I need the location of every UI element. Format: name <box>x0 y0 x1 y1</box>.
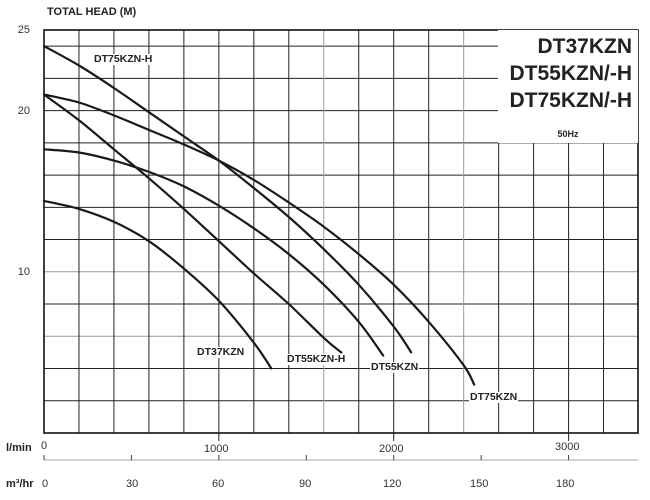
title-line-2: DT55KZN/-H <box>509 62 632 85</box>
curve-label-dt75kzn-h: DT75KZN-H <box>93 53 154 65</box>
curve-label-dt55kzn-h: DT55KZN-H <box>286 353 347 365</box>
y-tick-25: 25 <box>17 24 30 36</box>
y-tick-20: 20 <box>17 105 30 117</box>
title-line-3: DT75KZN/-H <box>509 89 632 112</box>
curve-label-dt55kzn: DT55KZN <box>370 361 420 373</box>
y-axis-title: TOTAL HEAD (M) <box>47 6 137 18</box>
frequency-label: 50Hz <box>557 129 579 139</box>
x2-tick-60: 60 <box>212 478 225 490</box>
x2-tick-90: 90 <box>299 478 312 490</box>
chart-title-box: DT37KZN DT55KZN/-H DT75KZN/-H 50Hz <box>498 30 638 143</box>
x2-tick-150: 150 <box>470 478 489 490</box>
curve-dt55kzn <box>42 148 385 357</box>
curve-dt55kzn-h <box>42 93 343 354</box>
x2-axis-unit-m3hr: m³/hr <box>6 478 34 490</box>
curve-label-dt75kzn: DT75KZN <box>469 391 519 403</box>
x-tick-1000: 1000 <box>204 443 229 455</box>
curve-dt75kzn-h <box>42 45 413 354</box>
x-tick-2000: 2000 <box>379 443 404 455</box>
y-tick-10: 10 <box>17 266 30 278</box>
x2-tick-120: 120 <box>383 478 402 490</box>
x2-tick-30: 30 <box>126 478 139 490</box>
x2-tick-180: 180 <box>556 478 575 490</box>
x-tick-0: 0 <box>41 440 48 452</box>
curve-dt75kzn <box>42 93 476 386</box>
curve-dt37kzn <box>42 199 273 370</box>
title-line-1: DT37KZN <box>537 35 632 58</box>
x-tick-3000: 3000 <box>555 441 580 453</box>
x-axis-unit-lmin: l/min <box>6 442 32 454</box>
curve-label-dt37kzn: DT37KZN <box>196 346 246 358</box>
x2-tick-0: 0 <box>42 478 49 490</box>
